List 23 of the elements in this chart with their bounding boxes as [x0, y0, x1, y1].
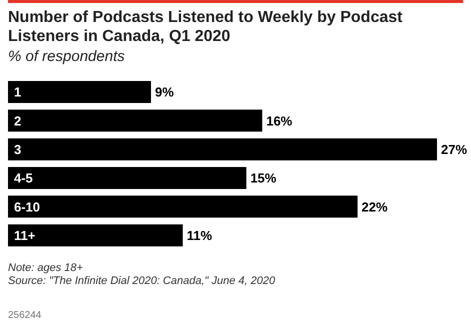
y-tick-label: 4-5 — [14, 170, 33, 186]
data-label: 9% — [155, 84, 174, 100]
y-tick-label: 2 — [14, 113, 22, 128]
data-label: 27% — [441, 142, 468, 157]
data-label: 11% — [186, 228, 213, 243]
bar — [8, 81, 151, 103]
y-tick-label: 6-10 — [14, 199, 40, 214]
bar — [8, 138, 437, 160]
data-label: 15% — [250, 170, 277, 186]
bar — [8, 167, 246, 189]
y-tick-label: 3 — [14, 142, 22, 157]
chart-subtitle: % of respondents — [8, 48, 125, 65]
source-note: Source: "The Infinite Dial 2020: Canada," June 4, 2020 — [8, 275, 276, 288]
y-tick-label: 1 — [14, 84, 22, 100]
bar — [8, 224, 183, 246]
data-label: 22% — [362, 199, 388, 214]
chart-title: Number of Podcasts Listened to Weekly by Podcast Listeners in Canada, Q1 2020 — [8, 8, 404, 46]
bar — [8, 110, 262, 132]
data-label: 16% — [266, 113, 293, 128]
text: Note: ages 18+ — [8, 262, 84, 275]
bar — [8, 196, 358, 218]
text: 256244 — [8, 310, 42, 321]
y-tick-label: 11+ — [14, 228, 36, 243]
